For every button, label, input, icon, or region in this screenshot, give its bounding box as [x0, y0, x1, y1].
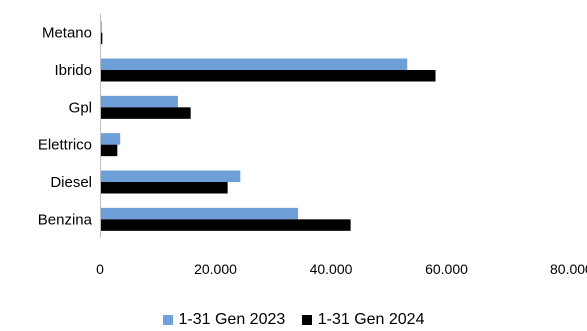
category-label-elettrico: Elettrico [38, 137, 92, 154]
bar-gpl-2024 [100, 107, 191, 119]
category-label-diesel: Diesel [50, 174, 92, 191]
bar-metano-2024 [100, 32, 103, 45]
bar-elettrico-2024 [100, 144, 118, 157]
legend-label-2023: 1-31 Gen 2023 [178, 311, 286, 328]
x-tick-label-4: 80.000 [550, 261, 587, 277]
bar-elettrico-2023 [100, 133, 121, 145]
legend: 1-31 Gen 2023 1-31 Gen 2024 [0, 310, 587, 331]
legend-item-2023: 1-31 Gen 2023 [162, 310, 286, 330]
bar-benzina-2023 [100, 207, 299, 220]
bar-diesel-2024 [100, 182, 228, 194]
bar-gpl-2023 [100, 95, 178, 108]
x-tick-label-2: 40.000 [310, 261, 353, 277]
x-tick-label-1: 20.000 [194, 261, 237, 277]
legend-swatch-2024 [301, 315, 312, 325]
x-tick-label-3: 60.000 [425, 261, 468, 277]
category-label-ibrido: Ibrido [54, 62, 92, 79]
legend-item-2024: 1-31 Gen 2024 [301, 310, 425, 330]
bar-benzina-2024 [100, 219, 351, 231]
legend-swatch-2023 [162, 315, 173, 325]
category-label-metano: Metano [42, 25, 92, 42]
bar-ibrido-2023 [100, 58, 408, 70]
x-tick-label-0: 0 [96, 261, 104, 277]
legend-label-2024: 1-31 Gen 2024 [317, 311, 425, 328]
bar-ibrido-2024 [100, 70, 436, 82]
bar-diesel-2023 [100, 170, 241, 182]
category-label-benzina: Benzina [38, 211, 93, 228]
category-label-gpl: Gpl [69, 99, 92, 116]
